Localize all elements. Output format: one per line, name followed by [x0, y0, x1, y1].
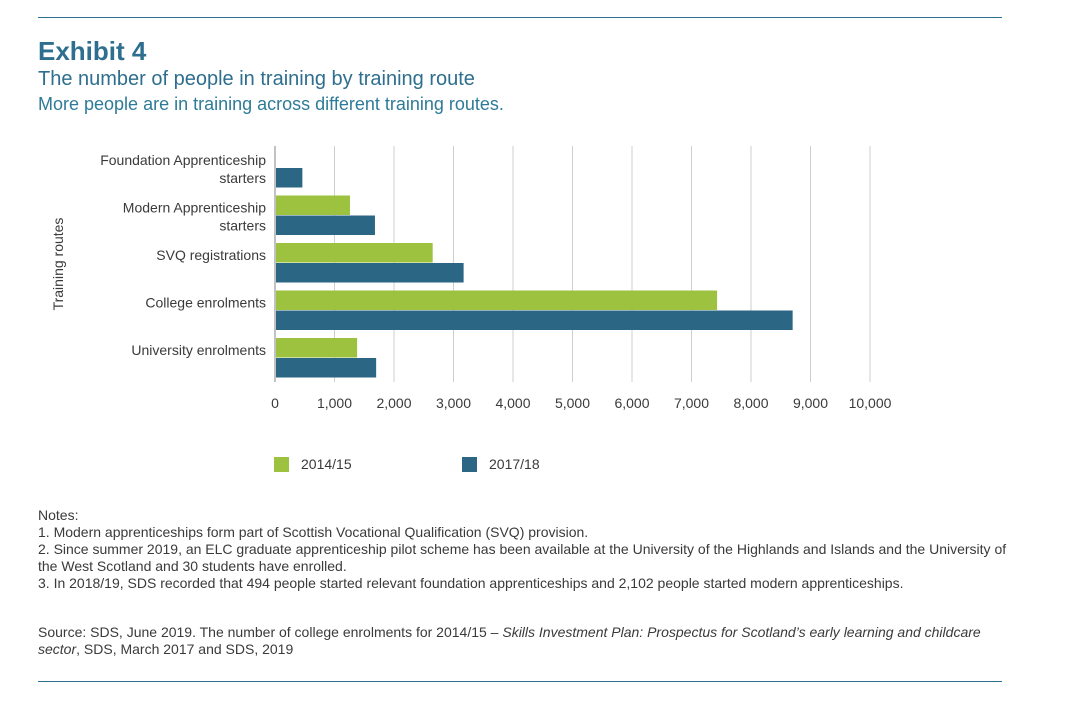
notes: Notes: 1. Modern apprenticeships form pa… [38, 507, 1008, 592]
legend-label-2014-15: 2014/15 [301, 456, 352, 472]
bar-2017-18 [276, 310, 793, 330]
note-item: 2. Since summer 2019, an ELC graduate ap… [38, 541, 1007, 574]
x-tick-label: 8,000 [733, 395, 768, 411]
notes-heading: Notes: [38, 507, 79, 523]
x-tick-label: 9,000 [793, 395, 828, 411]
top-rule [38, 17, 1002, 18]
category-label: Modern Apprenticeship [123, 200, 266, 216]
source-note: Source: SDS, June 2019. The number of co… [38, 624, 1008, 658]
category-label: SVQ registrations [156, 247, 266, 263]
legend-swatch-2017-18 [462, 456, 477, 472]
legend-label-2017-18: 2017/18 [489, 456, 540, 472]
bar-2017-18 [276, 168, 303, 188]
bottom-rule [38, 681, 1002, 682]
x-tick-label: 2,000 [376, 395, 411, 411]
x-tick-label: 6,000 [614, 395, 649, 411]
x-tick-label: 3,000 [436, 395, 471, 411]
legend-item-2014-15: 2014/15 [274, 455, 352, 473]
category-label: starters [219, 170, 266, 186]
legend-swatch-2014-15 [274, 456, 289, 472]
x-tick-label: 4,000 [495, 395, 530, 411]
x-tick-label: 10,000 [849, 395, 892, 411]
category-label: University enrolments [131, 342, 266, 358]
legend-item-2017-18: 2017/18 [462, 455, 540, 473]
chart-title: The number of people in training by trai… [38, 68, 475, 90]
x-tick-label: 5,000 [555, 395, 590, 411]
bar-2017-18 [276, 358, 377, 378]
y-axis-title: Training routes [50, 218, 66, 311]
source-suffix: , SDS, March 2017 and SDS, 2019 [76, 641, 294, 657]
bar-2014-15 [276, 195, 350, 215]
note-item: 1. Modern apprenticeships form part of S… [38, 524, 589, 540]
bar-2014-15 [276, 338, 358, 358]
x-tick-label: 7,000 [674, 395, 709, 411]
exhibit-label: Exhibit 4 [38, 36, 147, 66]
bar-2017-18 [276, 263, 464, 283]
bar-2014-15 [276, 243, 433, 263]
bar-2017-18 [276, 215, 375, 235]
note-item: 3. In 2018/19, SDS recorded that 494 peo… [38, 575, 904, 591]
chart-subtitle: More people are in training across diffe… [38, 94, 504, 114]
category-label: Foundation Apprenticeship [100, 152, 266, 168]
bar-2014-15 [276, 290, 718, 310]
x-tick-label: 0 [271, 395, 279, 411]
source-publication: Skills Investment Plan: Prospectus for S… [38, 624, 981, 657]
source-prefix: Source: SDS, June 2019. The number of co… [38, 624, 503, 640]
category-label: College enrolments [145, 295, 266, 311]
category-label: starters [219, 218, 266, 234]
x-tick-label: 1,000 [317, 395, 352, 411]
bar-chart: 0 1,000 2,000 3,000 4,000 5,000 6,000 7,000 8,00… [50, 146, 892, 411]
